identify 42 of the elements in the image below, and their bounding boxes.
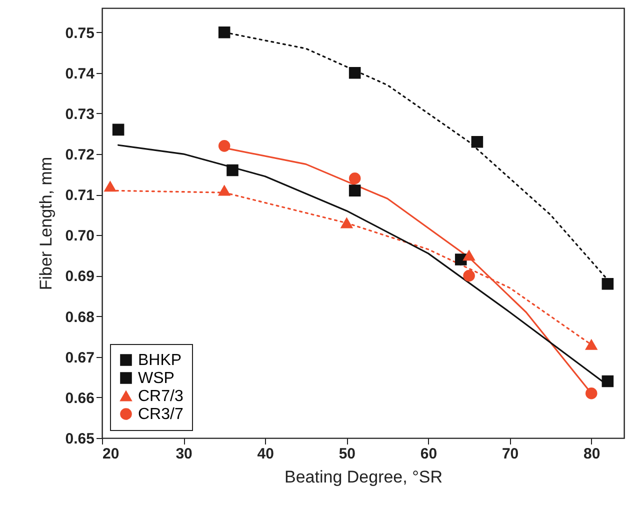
y-tick-label: 0.66 [65, 390, 94, 407]
y-tick-label: 0.75 [65, 24, 94, 42]
y-tick-label: 0.74 [65, 65, 96, 82]
point [471, 136, 484, 148]
y-tick-label: 0.67 [65, 349, 94, 366]
x-tick-label: 30 [176, 446, 192, 462]
legend-label: CR3/7 [138, 406, 184, 423]
x-axis-title: Beating Degree, °SR [284, 468, 442, 486]
point [454, 254, 467, 266]
y-tick-label: 0.69 [65, 268, 94, 286]
legend-label: CR7/3 [138, 388, 184, 405]
point [602, 278, 614, 290]
x-tick-label: 50 [338, 446, 356, 462]
y-axis-title: Fiber Length, mm [36, 156, 56, 290]
point [463, 250, 475, 261]
point [348, 184, 361, 196]
point [340, 218, 353, 228]
y-tick-label: 0.65 [65, 430, 94, 448]
y-tick-label: 0.73 [65, 106, 94, 123]
y-tick-label: 0.70 [65, 228, 94, 245]
point [218, 140, 230, 152]
point [585, 387, 598, 400]
y-tick-label: 0.68 [65, 308, 94, 326]
point [602, 375, 614, 388]
point [112, 124, 124, 136]
x-tick-label: 80 [584, 446, 600, 462]
point [104, 181, 116, 192]
point [226, 164, 238, 176]
x-tick-label: 20 [102, 446, 120, 462]
x-tick-label: 60 [420, 446, 438, 462]
x-tick-label: 40 [257, 446, 274, 462]
x-tick-label: 70 [502, 446, 519, 462]
point [463, 270, 475, 282]
point [585, 340, 598, 350]
y-tick-label: 0.72 [65, 146, 94, 164]
y-tick-label: 0.71 [65, 187, 94, 204]
legend-label: WSP [138, 370, 174, 387]
point [218, 185, 230, 196]
legend-label: BHKP [138, 352, 182, 369]
point [218, 26, 230, 38]
point [348, 67, 361, 79]
point [348, 172, 361, 184]
